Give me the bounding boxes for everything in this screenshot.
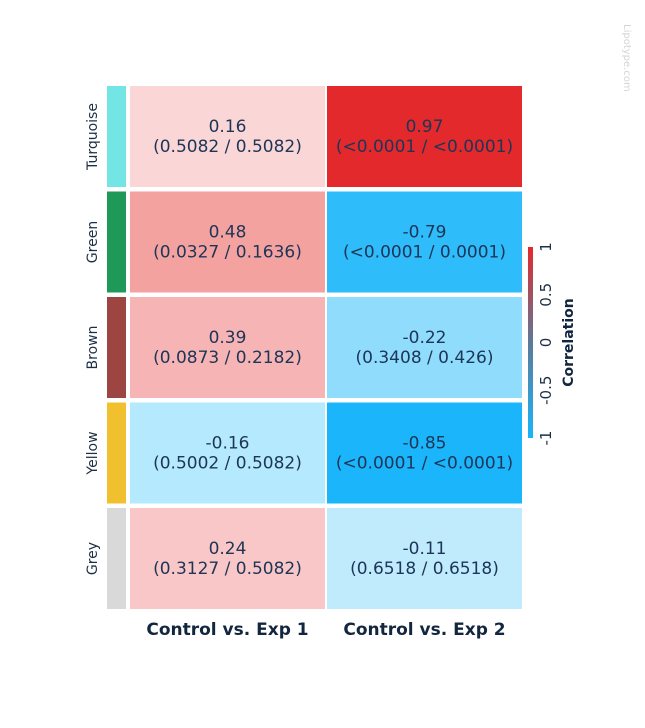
cell-correlation-label: 0.97 — [406, 117, 444, 137]
row-label-grey: Grey — [85, 542, 101, 575]
cell-pvalue-label: (0.6518 / 0.6518) — [350, 559, 499, 579]
cell-correlation-label: -0.16 — [206, 434, 250, 454]
heatmap-cells: 0.16(0.5082 / 0.5082)0.97(<0.0001 / <0.0… — [130, 86, 522, 609]
column-labels: Control vs. Exp 1 Control vs. Exp 2 — [146, 620, 505, 640]
colorbar-tick-label: 0.5 — [537, 283, 555, 307]
row-labels: Turquoise Green Brown Yellow Grey — [85, 103, 101, 575]
heatmap-cell — [327, 86, 522, 187]
colorbar-tick-label: 1 — [537, 242, 555, 252]
cell-correlation-label: 0.24 — [209, 539, 247, 559]
row-label-green: Green — [85, 221, 101, 263]
heatmap-cell — [327, 297, 522, 398]
row-label-brown: Brown — [85, 326, 101, 370]
cell-pvalue-label: (0.5082 / 0.5082) — [153, 137, 302, 157]
cell-correlation-label: -0.79 — [403, 223, 447, 243]
heatmap-cell — [327, 508, 522, 609]
colorbar-tick-label: -1 — [537, 431, 555, 446]
cell-correlation-label: -0.22 — [403, 328, 447, 348]
row-color-strips — [107, 86, 126, 609]
cell-correlation-label: 0.16 — [209, 117, 247, 137]
column-label-2: Control vs. Exp 2 — [343, 620, 505, 640]
row-strip-grey — [107, 508, 126, 609]
colorbar: -1 -0.5 0 0.5 1 Correlation — [528, 242, 577, 445]
cell-pvalue-label: (0.3127 / 0.5082) — [153, 559, 302, 579]
cell-pvalue-label: (<0.0001 / <0.0001) — [336, 137, 513, 157]
row-strip-turquoise — [107, 86, 126, 187]
row-label-turquoise: Turquoise — [85, 103, 101, 171]
cell-pvalue-label: (0.0327 / 0.1636) — [153, 243, 302, 263]
cell-correlation-label: -0.11 — [403, 539, 447, 559]
heatmap-cell — [130, 508, 325, 609]
colorbar-gradient — [528, 247, 533, 438]
colorbar-tick-label: 0 — [537, 338, 555, 348]
column-label-1: Control vs. Exp 1 — [146, 620, 308, 640]
heatmap-cell — [130, 402, 325, 504]
cell-correlation-label: -0.85 — [403, 434, 447, 454]
cell-correlation-label: 0.48 — [209, 223, 247, 243]
heatmap-cell — [327, 402, 522, 504]
row-strip-brown — [107, 297, 126, 398]
cell-pvalue-label: (<0.0001 / 0.0001) — [343, 243, 506, 263]
heatmap-cell — [130, 191, 325, 293]
row-strip-green — [107, 191, 126, 293]
cell-pvalue-label: (0.3408 / 0.426) — [356, 348, 494, 368]
heatmap-cell — [130, 86, 325, 187]
row-label-yellow: Yellow — [85, 431, 101, 475]
row-strip-yellow — [107, 402, 126, 504]
heatmap-cell — [130, 297, 325, 398]
colorbar-tick-label: -0.5 — [537, 376, 555, 405]
cell-correlation-label: 0.39 — [209, 328, 247, 348]
cell-pvalue-label: (0.5002 / 0.5082) — [153, 454, 302, 474]
heatmap-cell — [327, 191, 522, 293]
cell-pvalue-label: (0.0873 / 0.2182) — [153, 348, 302, 368]
cell-pvalue-label: (<0.0001 / <0.0001) — [336, 454, 513, 474]
colorbar-title: Correlation — [561, 298, 577, 387]
